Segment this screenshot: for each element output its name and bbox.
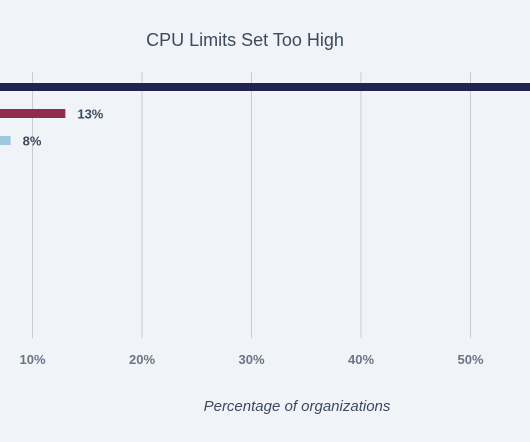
gridlines	[32, 72, 471, 338]
x-tick-label: 10%	[19, 352, 45, 367]
bar	[0, 136, 11, 145]
bars: 13% 8%	[0, 83, 530, 149]
bar-value-label: 8%	[23, 134, 42, 149]
bar	[0, 83, 530, 91]
x-axis-title: Percentage of organizations	[204, 398, 391, 415]
x-tick-label: 40%	[348, 352, 374, 367]
x-tick-label: 50%	[457, 352, 483, 367]
bar-value-label: 13%	[77, 107, 103, 122]
x-tick-label: 30%	[238, 352, 264, 367]
x-tick-label: 20%	[129, 352, 155, 367]
bar	[0, 109, 66, 118]
chart-title: CPU Limits Set Too High	[146, 30, 344, 50]
x-axis-ticks: 10% 20% 30% 40% 50%	[19, 352, 483, 367]
